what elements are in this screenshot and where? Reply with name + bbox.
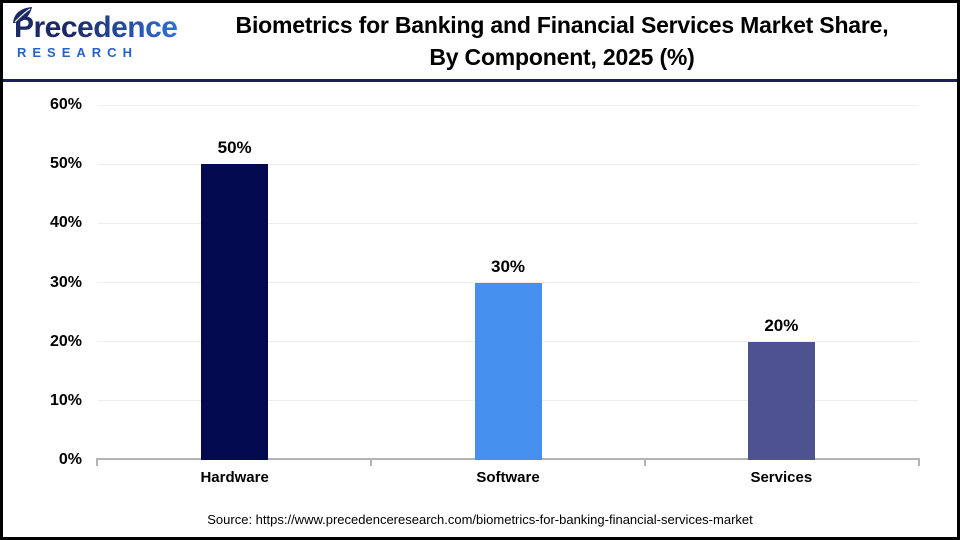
x-axis-category-label: Software xyxy=(476,469,540,486)
x-axis-category-label: Hardware xyxy=(200,469,269,486)
y-axis-tick-label: 10% xyxy=(49,391,82,409)
brand-name: Precedence xyxy=(14,11,178,44)
source-citation: Source: https://www.precedenceresearch.c… xyxy=(207,512,753,527)
header: Precedence RESEARCH Biometrics for Banki… xyxy=(0,0,960,82)
y-axis-tick-label: 50% xyxy=(49,155,82,173)
x-axis-tick xyxy=(370,458,372,466)
chart-title-line1: Biometrics for Banking and Financial Ser… xyxy=(235,12,889,38)
y-gridline xyxy=(98,163,918,165)
bar-value-label: 50% xyxy=(217,138,252,158)
y-gridline xyxy=(98,222,918,224)
x-axis-tick xyxy=(96,458,98,466)
chart-title: Biometrics for Banking and Financial Ser… xyxy=(170,0,954,82)
bar-services xyxy=(747,341,815,460)
bar-value-label: 20% xyxy=(764,315,799,335)
y-axis-tick-label: 60% xyxy=(49,96,82,113)
bar-hardware xyxy=(201,164,269,460)
x-axis-tick xyxy=(918,458,920,466)
x-axis-category-label: Services xyxy=(750,469,813,486)
y-axis-tick-label: 30% xyxy=(49,273,82,291)
y-axis-tick-label: 40% xyxy=(49,214,82,232)
y-gridline xyxy=(98,104,918,106)
brand-logo: Precedence RESEARCH xyxy=(13,7,178,60)
brand-subtitle: RESEARCH xyxy=(17,45,138,60)
bar-value-label: 30% xyxy=(490,256,526,276)
chart-title-line2: By Component, 2025 (%) xyxy=(429,44,695,70)
bar-software xyxy=(474,282,542,460)
y-axis-tick-label: 0% xyxy=(58,451,82,468)
leaf-icon xyxy=(13,7,32,23)
y-axis-tick-label: 20% xyxy=(49,332,82,350)
x-axis-tick xyxy=(644,458,646,466)
